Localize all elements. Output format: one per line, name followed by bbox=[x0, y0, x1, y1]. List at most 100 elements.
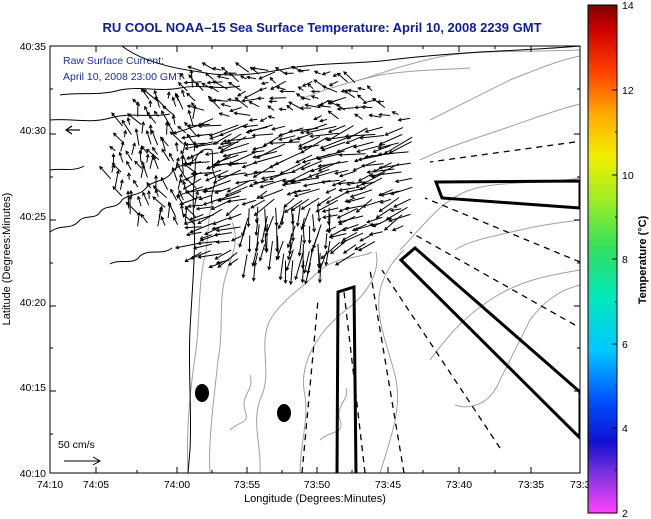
current-vector-head bbox=[234, 180, 240, 185]
current-vector bbox=[337, 207, 358, 219]
current-vector bbox=[298, 136, 321, 147]
current-vector-head bbox=[187, 204, 192, 209]
current-vector-head bbox=[366, 219, 371, 224]
current-vector-head bbox=[288, 101, 293, 106]
current-vector-head bbox=[359, 135, 364, 140]
current-vector-head bbox=[269, 86, 275, 90]
current-vector-head bbox=[189, 229, 194, 234]
current-vector-head bbox=[316, 103, 321, 108]
current-vector-head bbox=[174, 245, 180, 250]
current-vector bbox=[320, 100, 329, 106]
current-vector-head bbox=[256, 195, 261, 200]
current-vector bbox=[379, 162, 411, 169]
current-vector-head bbox=[134, 128, 139, 133]
current-vector-head bbox=[212, 179, 218, 184]
current-vector-head bbox=[177, 125, 182, 130]
current-vector-head bbox=[189, 69, 194, 74]
current-vector-head bbox=[180, 149, 185, 155]
current-vector bbox=[373, 144, 392, 153]
current-vector bbox=[250, 67, 260, 75]
current-vector-head bbox=[174, 92, 179, 97]
current-vector bbox=[253, 150, 278, 158]
current-vector-head bbox=[358, 186, 364, 191]
current-vector-head bbox=[211, 226, 216, 231]
current-vector-head bbox=[229, 108, 234, 113]
current-vector bbox=[291, 162, 311, 173]
current-vector-head bbox=[252, 180, 258, 185]
current-vector bbox=[253, 154, 283, 164]
current-vector-head bbox=[216, 174, 222, 179]
current-vector-head bbox=[361, 204, 366, 208]
current-vector-head bbox=[197, 124, 202, 129]
current-vector-head bbox=[309, 134, 314, 139]
current-vector-head bbox=[303, 269, 307, 274]
current-vector-head bbox=[250, 204, 255, 209]
current-vector bbox=[357, 94, 365, 102]
current-vector bbox=[204, 226, 220, 235]
current-vector-head bbox=[352, 167, 357, 172]
current-vector-head bbox=[201, 82, 206, 87]
current-vector-head bbox=[260, 81, 266, 86]
current-vector bbox=[152, 196, 166, 208]
current-vector bbox=[126, 202, 140, 216]
current-vector bbox=[217, 252, 238, 268]
current-vector-head bbox=[171, 114, 176, 119]
current-vector bbox=[146, 149, 160, 161]
current-vector bbox=[176, 163, 187, 179]
current-vector bbox=[392, 111, 399, 116]
current-vector-head bbox=[248, 183, 253, 188]
current-vector-head bbox=[380, 192, 385, 197]
current-vector-head bbox=[218, 112, 223, 116]
current-vector-head bbox=[347, 88, 352, 93]
current-vector-head bbox=[304, 103, 309, 108]
current-vector-head bbox=[169, 152, 173, 157]
current-vector-head bbox=[281, 179, 286, 184]
current-vector-head bbox=[338, 208, 343, 213]
current-vector bbox=[329, 96, 347, 104]
current-vector-head bbox=[269, 141, 274, 146]
current-vector-head bbox=[259, 195, 264, 200]
current-vector bbox=[213, 133, 232, 145]
current-vector-head bbox=[353, 158, 359, 163]
current-vector-head bbox=[192, 245, 198, 250]
y-tick-label: 40:20 bbox=[20, 297, 46, 309]
current-vector-head bbox=[241, 201, 246, 206]
surface-current-vectors bbox=[99, 62, 413, 286]
current-vector-head bbox=[133, 179, 137, 184]
current-vector-head bbox=[264, 232, 269, 238]
current-vector bbox=[220, 142, 250, 153]
current-vector bbox=[180, 73, 185, 80]
current-vector bbox=[322, 85, 338, 93]
current-vector-head bbox=[250, 149, 256, 154]
current-vector bbox=[216, 240, 230, 243]
current-vector-head bbox=[195, 82, 200, 87]
current-vector bbox=[161, 177, 169, 190]
current-vector-head bbox=[293, 193, 298, 198]
current-vector bbox=[318, 252, 321, 269]
current-vector-head bbox=[199, 237, 204, 242]
current-vector-head bbox=[234, 97, 239, 101]
current-vector bbox=[263, 133, 285, 147]
current-vector bbox=[243, 124, 258, 128]
current-vector-head bbox=[307, 174, 313, 178]
current-vector bbox=[178, 82, 188, 92]
current-vector-head bbox=[235, 62, 240, 67]
current-vector bbox=[218, 143, 232, 149]
current-vector-head bbox=[169, 131, 174, 136]
current-vector bbox=[137, 196, 142, 207]
current-vector-head bbox=[142, 89, 147, 93]
current-vector-head bbox=[243, 95, 248, 99]
current-vector bbox=[301, 97, 311, 101]
current-vector bbox=[283, 197, 295, 208]
current-vector-head bbox=[320, 180, 325, 184]
current-vector-head bbox=[187, 109, 192, 114]
current-vector bbox=[367, 85, 373, 92]
current-vector bbox=[338, 215, 364, 223]
current-vector bbox=[345, 133, 376, 137]
x-tick-label: 73:50 bbox=[304, 479, 330, 491]
current-vector bbox=[367, 168, 395, 173]
current-vector bbox=[220, 123, 249, 136]
current-vector bbox=[228, 99, 241, 102]
current-vector bbox=[229, 72, 239, 83]
current-vector-head bbox=[267, 115, 272, 119]
